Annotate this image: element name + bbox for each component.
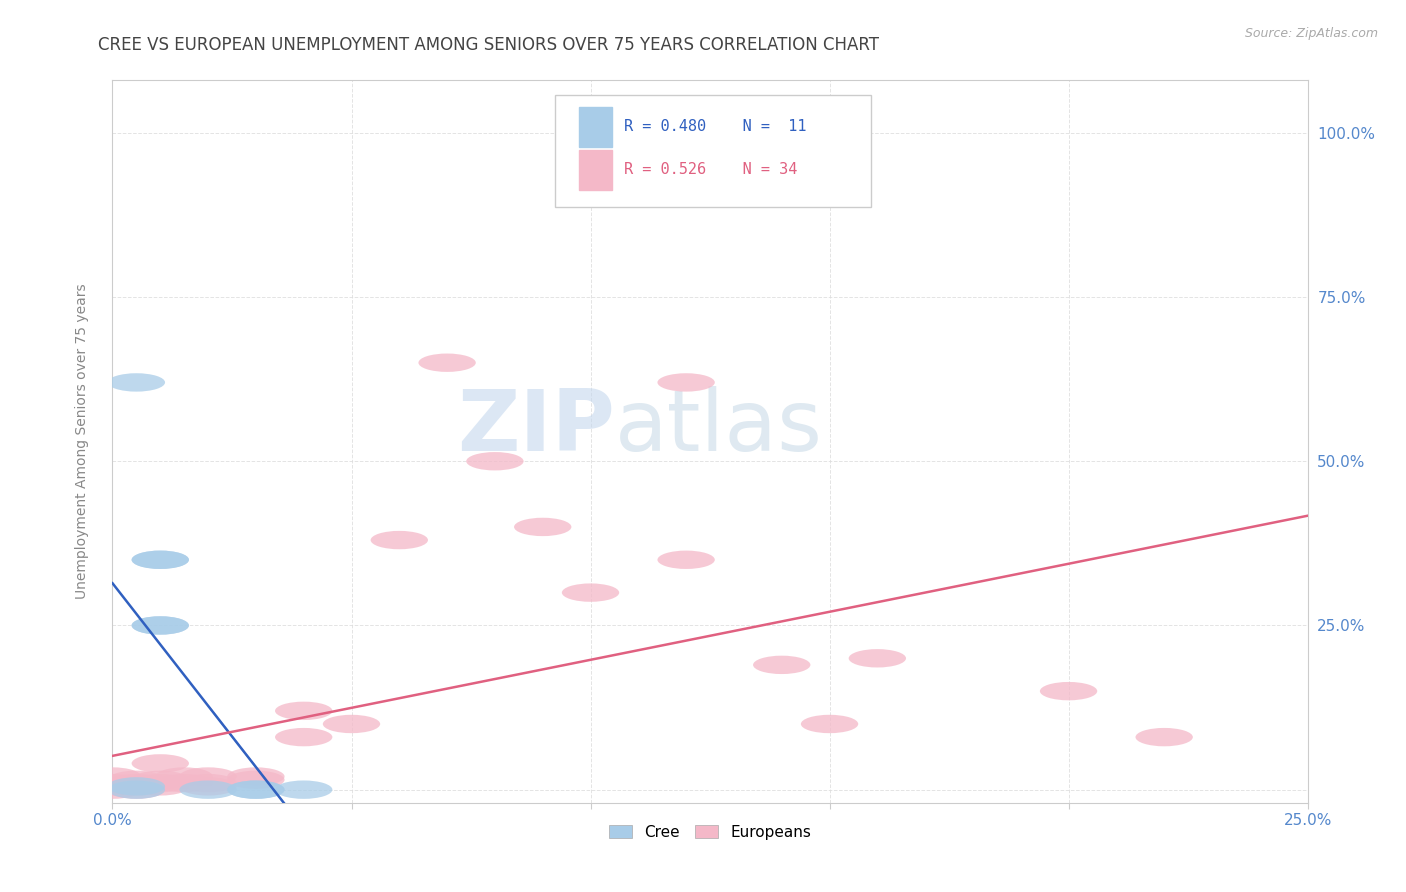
Ellipse shape [108, 780, 165, 799]
Ellipse shape [132, 550, 188, 569]
Ellipse shape [562, 583, 619, 602]
Ellipse shape [108, 774, 165, 792]
Ellipse shape [156, 767, 212, 786]
Ellipse shape [108, 373, 165, 392]
Ellipse shape [228, 780, 284, 799]
Ellipse shape [323, 714, 380, 733]
Ellipse shape [84, 780, 141, 799]
Ellipse shape [801, 714, 858, 733]
Text: R = 0.526    N = 34: R = 0.526 N = 34 [624, 162, 797, 178]
Ellipse shape [108, 771, 165, 789]
Ellipse shape [276, 780, 332, 799]
Ellipse shape [84, 777, 141, 796]
Text: atlas: atlas [614, 385, 823, 468]
Y-axis label: Unemployment Among Seniors over 75 years: Unemployment Among Seniors over 75 years [75, 284, 89, 599]
Ellipse shape [156, 774, 212, 792]
Text: ZIP: ZIP [457, 385, 614, 468]
Ellipse shape [132, 771, 188, 789]
Ellipse shape [132, 616, 188, 634]
Ellipse shape [84, 767, 141, 786]
FancyBboxPatch shape [554, 95, 872, 207]
Ellipse shape [276, 728, 332, 747]
Ellipse shape [467, 452, 523, 470]
Ellipse shape [132, 777, 188, 796]
Ellipse shape [849, 649, 905, 667]
Legend: Cree, Europeans: Cree, Europeans [603, 819, 817, 846]
Ellipse shape [108, 777, 165, 796]
Bar [579, 107, 612, 147]
Ellipse shape [180, 777, 236, 796]
Ellipse shape [108, 780, 165, 799]
Ellipse shape [84, 774, 141, 792]
Text: Source: ZipAtlas.com: Source: ZipAtlas.com [1244, 27, 1378, 40]
Ellipse shape [276, 702, 332, 720]
Ellipse shape [132, 755, 188, 772]
Ellipse shape [515, 517, 571, 536]
Ellipse shape [228, 780, 284, 799]
Ellipse shape [132, 616, 188, 634]
Ellipse shape [419, 353, 475, 372]
Ellipse shape [108, 777, 165, 796]
Text: R = 0.480    N =  11: R = 0.480 N = 11 [624, 119, 807, 134]
Ellipse shape [132, 550, 188, 569]
Ellipse shape [180, 774, 236, 792]
Ellipse shape [228, 767, 284, 786]
Ellipse shape [1136, 728, 1192, 747]
Ellipse shape [371, 531, 427, 549]
Ellipse shape [658, 373, 714, 392]
Ellipse shape [658, 550, 714, 569]
Text: CREE VS EUROPEAN UNEMPLOYMENT AMONG SENIORS OVER 75 YEARS CORRELATION CHART: CREE VS EUROPEAN UNEMPLOYMENT AMONG SENI… [98, 36, 879, 54]
Ellipse shape [1040, 682, 1097, 700]
Ellipse shape [754, 656, 810, 674]
Ellipse shape [228, 771, 284, 789]
Bar [579, 151, 612, 190]
Ellipse shape [132, 774, 188, 792]
Ellipse shape [180, 767, 236, 786]
Ellipse shape [180, 780, 236, 799]
